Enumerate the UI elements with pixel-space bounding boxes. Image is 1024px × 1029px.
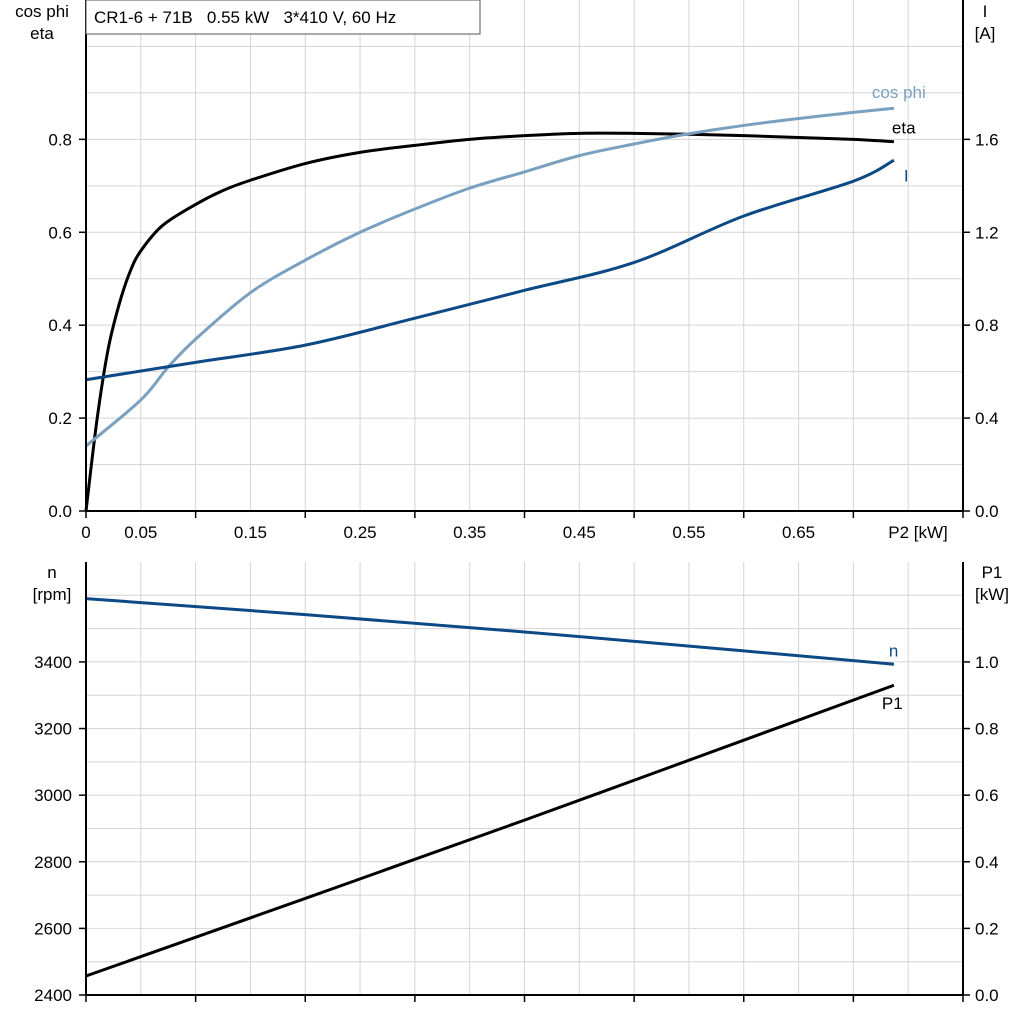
y-axis-label-right: P1 xyxy=(982,563,1003,582)
title-box: CR1-6 + 71B 0.55 kW 3*410 V, 60 Hz xyxy=(85,0,481,35)
y-tick-label-right: 0.4 xyxy=(975,409,999,428)
y-tick-label-right: 0.0 xyxy=(975,502,999,521)
series-label-n: n xyxy=(889,641,898,660)
y-tick-label-left: 0.2 xyxy=(48,409,72,428)
y-axis-label-right: [A] xyxy=(975,24,996,43)
series-label-I: I xyxy=(904,166,909,185)
curves xyxy=(84,106,895,978)
y-tick-label-left: 3000 xyxy=(34,786,72,805)
x-tick-label: 0.25 xyxy=(344,523,377,542)
series-line-I xyxy=(85,158,895,382)
y-axis-label-left: n xyxy=(47,563,56,582)
title-text: CR1-6 + 71B 0.55 kW 3*410 V, 60 Hz xyxy=(94,8,396,27)
series-line-eta xyxy=(84,131,895,512)
x-tick-label: 0.05 xyxy=(124,523,157,542)
y-tick-label-right: 0.8 xyxy=(975,316,999,335)
series-line-cos-phi xyxy=(85,106,895,448)
series-label-eta: eta xyxy=(892,119,916,138)
y-tick-label-right: 1.2 xyxy=(975,223,999,242)
labels: 0 0.05 0.15 0.25 0.35 0.45 0.55 0.65 P2 [kW] 0.0 0… xyxy=(15,2,1009,1005)
y-tick-label-right: 0.0 xyxy=(975,986,999,1005)
x-tick-label: 0.15 xyxy=(234,523,267,542)
axes xyxy=(79,0,970,1002)
y-tick-label-right: 0.8 xyxy=(975,720,999,739)
y-tick-label-right: 0.2 xyxy=(975,919,999,938)
y-tick-label-right: 0.4 xyxy=(975,853,999,872)
y-tick-label-left: 3200 xyxy=(34,720,72,739)
x-tick-label: 0.35 xyxy=(453,523,486,542)
y-tick-label-left: 2600 xyxy=(34,919,72,938)
top-chart-grid xyxy=(86,0,963,511)
series-line-P1 xyxy=(85,683,895,978)
y-tick-label-left: 0.6 xyxy=(48,223,72,242)
y-tick-label-right: 1.0 xyxy=(975,653,999,672)
series-label-P1: P1 xyxy=(882,694,903,713)
y-tick-label-left: 2400 xyxy=(34,986,72,1005)
y-axis-label-left: [rpm] xyxy=(33,585,72,604)
y-tick-label-left: 3400 xyxy=(34,653,72,672)
x-tick-label: 0.45 xyxy=(563,523,596,542)
y-tick-label-left: 2800 xyxy=(34,853,72,872)
y-tick-label-right: 0.6 xyxy=(975,786,999,805)
x-tick-label: 0 xyxy=(81,523,90,542)
x-tick-label: 0.65 xyxy=(782,523,815,542)
series-line-n xyxy=(85,597,895,666)
y-tick-label-left: 0.4 xyxy=(48,316,72,335)
bottom-chart-grid xyxy=(86,562,963,995)
x-tick-label: 0.55 xyxy=(672,523,705,542)
series-label-cos-phi: cos phi xyxy=(872,83,926,102)
y-tick-label-right: 1.6 xyxy=(975,130,999,149)
y-axis-label-left: cos phi xyxy=(15,2,69,21)
y-axis-label-left: eta xyxy=(30,24,54,43)
y-tick-label-left: 0.8 xyxy=(48,130,72,149)
y-axis-label-right: I xyxy=(983,2,988,21)
y-tick-label-left: 0.0 xyxy=(48,502,72,521)
y-axis-label-right: [kW] xyxy=(975,585,1009,604)
x-axis-label: P2 [kW] xyxy=(888,523,948,542)
